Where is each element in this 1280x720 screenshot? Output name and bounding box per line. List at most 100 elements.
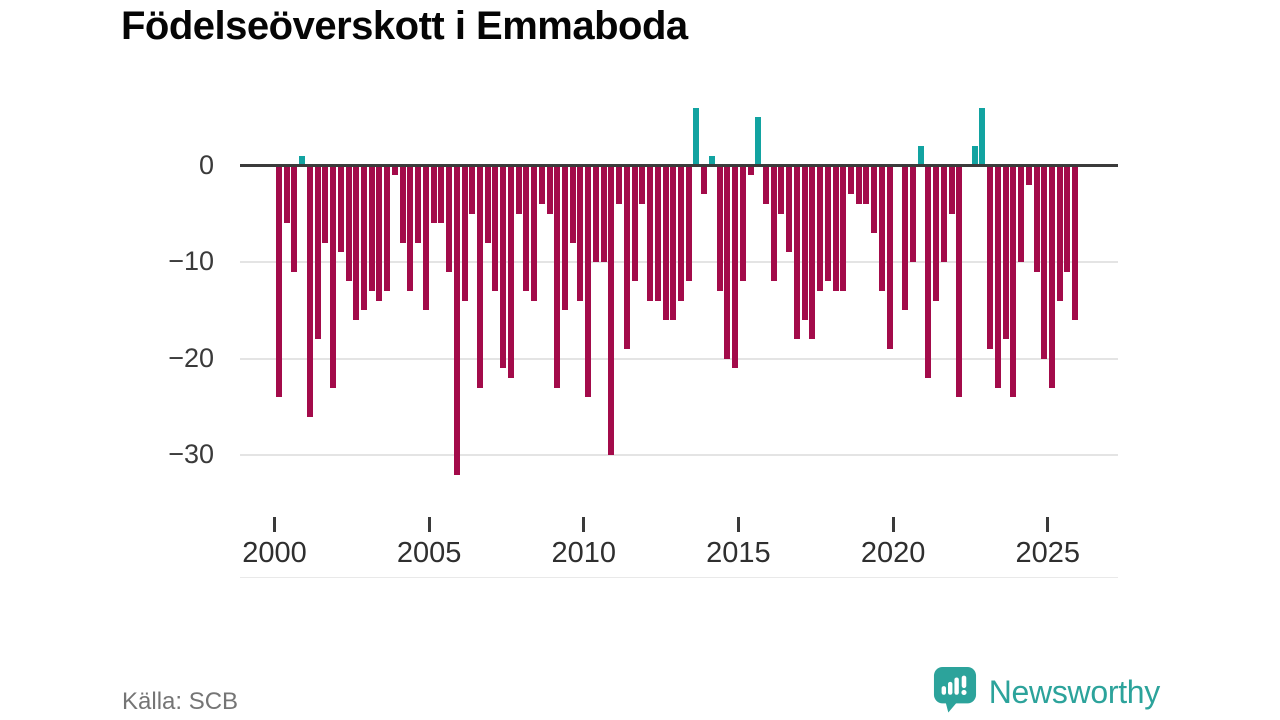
bar-2003-Q1 (368, 165, 375, 292)
bar-2016-Q1 (770, 165, 777, 282)
bar-2024-Q2 (1025, 165, 1032, 185)
bar-2021-Q2 (933, 165, 940, 301)
bar-2015-Q2 (747, 165, 754, 176)
y-axis-tick-label: −30 (168, 439, 214, 470)
bar-2008-Q1 (523, 165, 530, 292)
bar-2007-Q4 (515, 165, 522, 214)
bar-2025-Q2 (1056, 165, 1063, 301)
bar-2013-Q3 (693, 107, 700, 166)
bar-2007-Q3 (507, 165, 514, 379)
bar-2005-Q4 (453, 165, 460, 475)
bar-2019-Q1 (863, 165, 870, 205)
bar-2015-Q1 (739, 165, 746, 282)
bar-2000-Q3 (291, 165, 298, 272)
bar-2000-Q2 (283, 165, 290, 224)
bar-2001-Q2 (314, 165, 321, 340)
x-axis-tick-label: 2000 (242, 537, 307, 569)
x-axis-tick-label: 2025 (1015, 537, 1080, 569)
bar-2001-Q1 (306, 165, 313, 417)
bar-2015-Q3 (755, 117, 762, 166)
bar-2012-Q2 (654, 165, 661, 301)
bar-2004-Q1 (399, 165, 406, 243)
bar-2003-Q4 (391, 165, 398, 176)
x-axis-tick-label: 2015 (706, 537, 771, 569)
bar-2002-Q1 (337, 165, 344, 253)
bar-2003-Q2 (376, 165, 383, 301)
x-axis-baseline (240, 577, 1118, 578)
bar-2017-Q3 (817, 165, 824, 292)
x-axis-tick-label: 2020 (860, 537, 926, 569)
bar-2018-Q4 (855, 165, 862, 205)
bar-2011-Q1 (616, 165, 623, 205)
newsworthy-logo: Newsworthy (933, 666, 1160, 718)
bar-2013-Q1 (677, 165, 684, 301)
bar-2018-Q2 (840, 165, 847, 292)
bar-2014-Q3 (724, 165, 731, 359)
bar-2023-Q3 (1002, 165, 1009, 340)
bar-2008-Q2 (531, 165, 538, 301)
bar-2017-Q4 (824, 165, 831, 282)
bar-2003-Q3 (384, 165, 391, 292)
bar-2025-Q1 (1049, 165, 1055, 388)
bar-2023-Q2 (994, 165, 1001, 388)
bar-2024-Q3 (1033, 165, 1040, 272)
bar-2016-Q4 (793, 165, 800, 340)
bar-2017-Q1 (801, 165, 808, 321)
bar-2010-Q1 (585, 165, 592, 398)
bar-2001-Q3 (322, 165, 329, 243)
x-axis-tick (427, 517, 431, 532)
bar-2005-Q3 (446, 165, 453, 272)
bar-2019-Q3 (878, 165, 885, 292)
zero-line (240, 164, 1118, 167)
bar-2017-Q2 (809, 165, 816, 340)
bar-2023-Q4 (1010, 165, 1017, 398)
bar-2004-Q4 (422, 165, 429, 311)
x-axis-tick-label: 2005 (396, 537, 462, 569)
bar-2011-Q3 (631, 165, 638, 282)
bar-2020-Q4 (917, 146, 924, 166)
bar-2020-Q3 (909, 165, 916, 263)
bar-2010-Q4 (608, 165, 615, 456)
bar-2002-Q4 (361, 165, 368, 311)
x-axis-tick-label: 2010 (551, 537, 617, 569)
bar-chart-speech-bubble-icon (933, 666, 977, 718)
x-axis-tick (273, 517, 276, 532)
bar-2008-Q4 (546, 165, 553, 214)
bar-2021-Q1 (925, 165, 932, 379)
bar-2012-Q1 (647, 165, 654, 301)
x-axis-tick (582, 517, 586, 532)
brand-name: Newsworthy (988, 673, 1161, 710)
bar-2014-Q2 (716, 165, 723, 292)
bar-2025-Q4 (1072, 165, 1079, 321)
bar-2013-Q4 (701, 165, 708, 195)
x-axis-tick (736, 517, 740, 532)
bar-2006-Q2 (469, 165, 476, 214)
bar-2007-Q2 (500, 165, 507, 369)
bar-2016-Q3 (786, 165, 793, 253)
bar-2009-Q2 (562, 165, 568, 311)
bar-2016-Q2 (778, 165, 785, 214)
bar-2022-Q1 (956, 165, 963, 398)
bar-2020-Q2 (902, 165, 909, 311)
bar-2013-Q2 (685, 165, 692, 282)
y-gridline (240, 357, 1118, 360)
bar-2004-Q3 (415, 165, 422, 243)
bar-2014-Q4 (732, 165, 739, 369)
bar-2000-Q1 (276, 165, 282, 398)
bar-2025-Q3 (1064, 165, 1071, 272)
y-gridline (240, 454, 1118, 457)
bar-2009-Q1 (554, 165, 561, 388)
bar-2001-Q4 (330, 165, 337, 388)
bar-2006-Q1 (461, 165, 468, 301)
bar-2002-Q3 (353, 165, 360, 321)
bar-2007-Q1 (492, 165, 499, 292)
y-axis-tick-label: 0 (198, 149, 214, 180)
y-axis-tick-label: −20 (168, 342, 214, 373)
bar-2023-Q1 (987, 165, 994, 350)
bar-2012-Q3 (662, 165, 669, 321)
bar-2019-Q4 (886, 165, 893, 350)
bar-2004-Q2 (407, 165, 414, 292)
bar-2018-Q3 (848, 165, 855, 195)
bar-2009-Q4 (577, 165, 584, 301)
